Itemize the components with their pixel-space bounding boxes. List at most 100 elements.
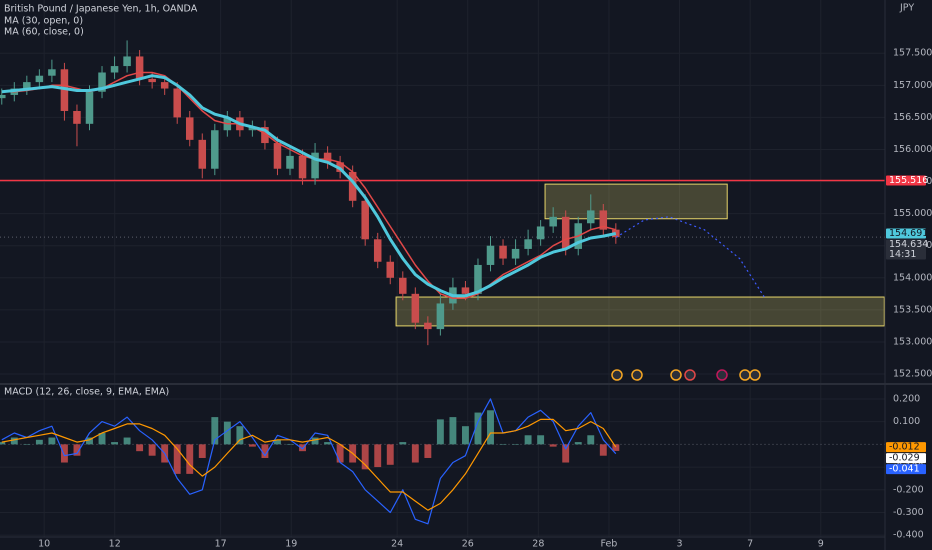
value-box: [886, 228, 926, 239]
event-icon[interactable]: [631, 369, 643, 381]
value-label: 154.691: [889, 228, 928, 239]
y-tick-label: -0.400: [893, 530, 924, 541]
value-box: [886, 175, 926, 186]
value-box: [886, 464, 926, 475]
candle-body: [561, 216, 570, 249]
candle-body: [599, 210, 608, 230]
histogram-bar: [499, 444, 507, 445]
candle-body: [286, 155, 294, 169]
event-icon[interactable]: [670, 369, 682, 381]
histogram-bar: [286, 444, 294, 445]
x-tick-label: 3: [677, 539, 683, 550]
candle-body: [211, 130, 219, 169]
candle-body: [361, 200, 369, 240]
histogram-bar: [35, 439, 43, 445]
candle-body: [386, 261, 395, 278]
candle-body: [511, 248, 520, 259]
histogram-bar: [399, 442, 407, 445]
y-tick-label: 154.000: [893, 272, 932, 283]
histogram-bar: [599, 444, 607, 456]
candle-body: [98, 72, 106, 92]
histogram-bar: [223, 421, 231, 445]
histogram-bar: [73, 444, 81, 456]
histogram-bar: [0, 442, 6, 445]
histogram-bar: [261, 444, 269, 458]
x-tick-label: 26: [462, 539, 474, 550]
candle-body: [135, 56, 144, 79]
candle-body: [173, 88, 181, 118]
x-tick-label: 28: [532, 539, 544, 550]
x-tick-label: 10: [38, 539, 50, 550]
currency-label: JPY: [899, 3, 914, 14]
candle-body: [48, 69, 56, 76]
value-label: 154.634: [889, 239, 928, 250]
zone: [395, 296, 885, 327]
countdown-label: 14:31: [889, 249, 916, 260]
candle-body: [160, 82, 169, 89]
candle-body: [436, 303, 445, 330]
candle-body: [411, 293, 420, 323]
histogram-bar: [211, 417, 219, 445]
histogram-bar: [23, 444, 31, 445]
histogram-bar: [274, 439, 281, 445]
histogram-bar: [487, 410, 494, 445]
histogram-bar: [136, 444, 144, 452]
labels: British Pound / Japanese Yen, 1h, OANDA …: [4, 3, 932, 550]
candle-body: [474, 264, 482, 294]
event-icon[interactable]: [716, 369, 728, 381]
histogram-bar: [86, 437, 93, 445]
histogram-bar: [436, 419, 444, 445]
legend-entry: MA (60, close, 0): [4, 27, 84, 38]
histogram-bar: [198, 444, 206, 458]
candle-body: [261, 127, 269, 144]
candle-body: [461, 287, 470, 294]
candle-body: [499, 245, 507, 259]
histogram-bar: [311, 437, 319, 445]
candle-body: [486, 245, 495, 265]
candle-body: [536, 226, 545, 240]
candle-body: [612, 229, 620, 238]
candle-body: [73, 110, 81, 124]
candle-body: [148, 78, 156, 83]
histogram-bar: [324, 442, 332, 445]
value-label: -0.012: [889, 442, 920, 453]
x-tick-label: 24: [391, 539, 403, 550]
y-tick-label: 156.000: [893, 144, 932, 155]
histogram-bar: [537, 435, 545, 445]
histogram-bar: [524, 435, 532, 445]
y-tick-label: 0.200: [893, 393, 920, 404]
candle-body: [248, 127, 257, 131]
candle-body: [587, 210, 595, 224]
indicator-title: MACD (12, 26, close, 9, EMA, EMA): [4, 387, 169, 398]
x-tick-label: 7: [747, 539, 753, 550]
candle-body: [298, 155, 307, 179]
event-icon[interactable]: [749, 369, 761, 381]
histogram-bar: [512, 444, 520, 445]
histogram-bar: [574, 442, 582, 445]
candle-body: [60, 69, 69, 111]
x-tick-label: 12: [109, 539, 121, 550]
event-icon[interactable]: [739, 369, 751, 381]
event-icons: [611, 369, 761, 381]
histogram-bar: [411, 444, 419, 463]
histogram-bar: [449, 417, 457, 445]
event-icon[interactable]: [611, 369, 623, 381]
histogram-bar: [461, 426, 469, 445]
candle-body: [273, 143, 282, 169]
y-tick-label: 156.500: [893, 112, 932, 123]
candle-body: [373, 239, 382, 262]
event-icon[interactable]: [684, 369, 696, 381]
projection-line: [615, 216, 765, 298]
y-tick-label: 152.500: [893, 369, 932, 380]
candle-body: [524, 239, 532, 249]
y-tick-label: 153.000: [893, 336, 932, 347]
chart-title: British Pound / Japanese Yen, 1h, OANDA: [4, 4, 198, 15]
histogram-bar: [361, 444, 369, 470]
candle-body: [399, 277, 407, 294]
candle-body: [348, 171, 357, 201]
y-tick-label: -0.300: [893, 507, 924, 518]
histogram-bar: [248, 444, 256, 447]
y-tick-label: 157.000: [893, 80, 932, 91]
candle-body: [85, 91, 94, 124]
